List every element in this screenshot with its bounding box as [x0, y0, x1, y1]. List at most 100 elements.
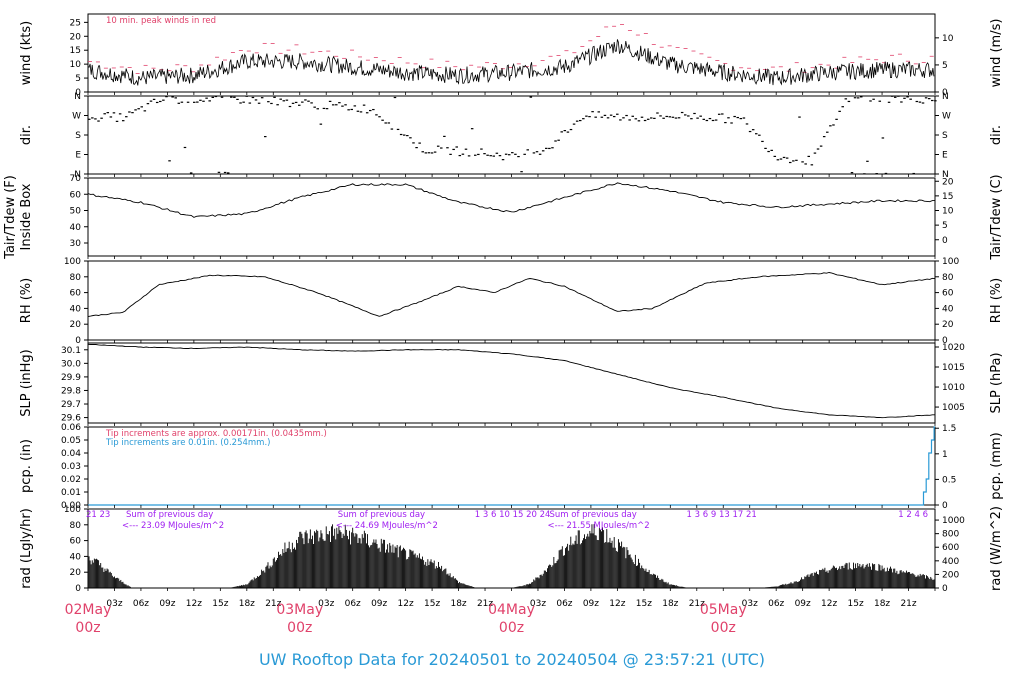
- ytick-label: 29.6: [61, 414, 81, 424]
- ytick-label: 20: [70, 32, 82, 42]
- rad-sum-value: <--- 24.69 MJoules/m^2: [336, 521, 438, 531]
- rad-sum-label: Sum of previous day: [550, 510, 637, 520]
- y2label-dir: dir.: [989, 125, 1004, 145]
- ytick-label: 0.04: [61, 449, 81, 459]
- y2tick-label: 200: [942, 570, 959, 580]
- ytick-label: 15: [70, 46, 81, 56]
- ytick-label: N: [74, 92, 81, 102]
- ytick-label: 40: [70, 304, 82, 314]
- day-hour-label: 00z: [499, 620, 524, 636]
- ytick-label: 30.1: [61, 346, 81, 356]
- xtick-label: 21z: [265, 599, 281, 609]
- ylabel-dir: dir.: [19, 125, 34, 145]
- temp-line: [87, 182, 935, 218]
- y2tick-label: W: [942, 112, 951, 122]
- day-label: 04May: [488, 602, 535, 618]
- rad-hour-labels: 1 3 6 9 13 17 21: [687, 510, 757, 520]
- xtick-label: 21z: [900, 599, 916, 609]
- ylabel-slp: SLP (inHg): [19, 349, 34, 417]
- rad-hour-labels: 21 23: [86, 510, 110, 520]
- rad-hour-labels: 1 2 4 6: [898, 510, 928, 520]
- y2label-rh: RH (%): [989, 278, 1004, 323]
- y2tick-label: 400: [942, 557, 959, 567]
- xtick-label: 15z: [636, 599, 652, 609]
- xtick-label: 03z: [318, 599, 334, 609]
- xtick-label: 21z: [689, 599, 705, 609]
- pcp-note: Tip increments are 0.01in. (0.254mm.): [105, 438, 270, 448]
- day-label: 02May: [65, 602, 112, 618]
- xtick-label: 15z: [424, 599, 440, 609]
- y2tick-label: N: [942, 92, 949, 102]
- xtick-label: 18z: [239, 599, 255, 609]
- y2label-rad: rad (W/m^2): [989, 506, 1004, 591]
- ytick-label: 10: [70, 60, 82, 70]
- ytick-label: 0.00: [61, 501, 81, 511]
- ytick-label: W: [72, 112, 81, 122]
- ytick-label: N: [74, 170, 81, 180]
- rad-sum-value: <--- 21.55 MJoules/m^2: [548, 521, 650, 531]
- y2tick-label: 0: [942, 236, 948, 246]
- xtick-label: 09z: [583, 599, 599, 609]
- y2tick-label: 1020: [942, 343, 965, 353]
- xtick-label: 06z: [556, 599, 572, 609]
- y2tick-label: 40: [942, 304, 954, 314]
- pcp-line: [88, 426, 935, 506]
- rad-sum-value: <--- 23.09 MJoules/m^2: [122, 521, 224, 531]
- ytick-label: 29.8: [61, 386, 81, 396]
- y2tick-label: 80: [942, 273, 954, 283]
- ytick-label: 0: [75, 88, 81, 98]
- y2tick-label: 100: [942, 257, 959, 267]
- day-hour-label: 00z: [287, 620, 312, 636]
- y2tick-label: 1005: [942, 403, 965, 413]
- y2tick-label: 10: [942, 34, 954, 44]
- rad-sum-label: Sum of previous day: [338, 510, 425, 520]
- y2tick-label: 1015: [942, 363, 965, 373]
- ytick-label: 0: [75, 336, 81, 346]
- ytick-label: E: [75, 151, 81, 161]
- y2tick-label: 10: [942, 207, 954, 217]
- wind-line: [87, 39, 935, 86]
- day-label: 03May: [276, 602, 323, 618]
- ytick-label: 20: [70, 568, 82, 578]
- xtick-label: 03z: [742, 599, 758, 609]
- rad-sum-label: Sum of previous day: [126, 510, 213, 520]
- slp-line: [87, 343, 935, 419]
- y2tick-label: S: [942, 131, 948, 141]
- ytick-label: 29.7: [61, 400, 81, 410]
- y2tick-label: 0: [942, 336, 948, 346]
- ytick-label: S: [75, 131, 81, 141]
- y2label-wind: wind (m/s): [989, 19, 1004, 88]
- ytick-label: 50: [70, 207, 82, 217]
- chart-title: UW Rooftop Data for 20240501 to 20240504…: [259, 650, 765, 669]
- ytick-label: 60: [70, 537, 82, 547]
- ytick-label: 80: [70, 273, 82, 283]
- y2tick-label: 0: [942, 501, 948, 511]
- y2tick-label: 1.5: [942, 424, 956, 434]
- day-hour-label: 00z: [75, 620, 100, 636]
- y2tick-label: 1000: [942, 516, 965, 526]
- ytick-label: 0: [75, 584, 81, 594]
- y2tick-label: 800: [942, 530, 959, 540]
- ytick-label: 60: [70, 289, 82, 299]
- y2tick-label: 0: [942, 88, 948, 98]
- y2tick-label: 0.5: [942, 475, 956, 485]
- y2tick-label: 1010: [942, 383, 965, 393]
- ytick-label: 29.9: [61, 373, 81, 383]
- ytick-label: 40: [70, 223, 82, 233]
- xtick-label: 06z: [768, 599, 784, 609]
- panel-frame-rh: [87, 260, 936, 341]
- y2label-pcp: pcp. (mm): [989, 432, 1004, 499]
- pcp-note: Tip increments are approx. 0.00171in. (0…: [105, 429, 327, 439]
- xtick-label: 09z: [371, 599, 387, 609]
- ytick-label: 30.0: [61, 359, 81, 369]
- ylabel2-temp: Inside Box: [19, 183, 34, 250]
- y2tick-label: E: [942, 151, 948, 161]
- y2tick-label: 5: [942, 61, 948, 71]
- xtick-label: 03z: [106, 599, 122, 609]
- ytick-label: 80: [70, 521, 82, 531]
- rh-line: [87, 272, 936, 318]
- xtick-label: 18z: [450, 599, 466, 609]
- xtick-label: 21z: [477, 599, 493, 609]
- ylabel-pcp: pcp. (in): [19, 439, 34, 493]
